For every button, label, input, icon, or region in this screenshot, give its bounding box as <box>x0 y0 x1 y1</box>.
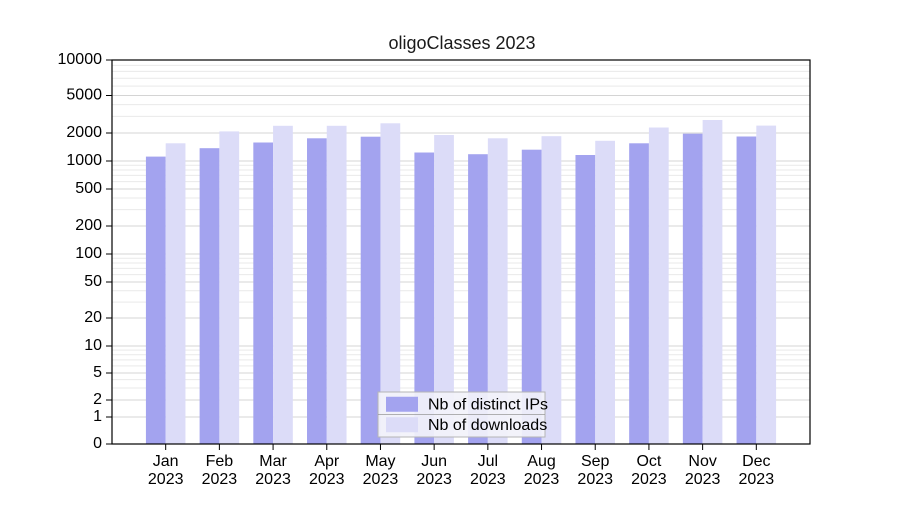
svg-text:10000: 10000 <box>58 51 103 68</box>
svg-text:10: 10 <box>84 337 102 354</box>
svg-text:Jun: Jun <box>421 453 447 470</box>
svg-text:Nov: Nov <box>688 453 716 470</box>
svg-text:2023: 2023 <box>631 471 667 488</box>
svg-text:Apr: Apr <box>314 453 340 470</box>
svg-text:2023: 2023 <box>202 471 238 488</box>
svg-text:Jan: Jan <box>153 453 179 470</box>
svg-text:Dec: Dec <box>742 453 770 470</box>
svg-text:Oct: Oct <box>636 453 661 470</box>
svg-text:5: 5 <box>93 364 102 381</box>
svg-text:2023: 2023 <box>255 471 291 488</box>
svg-text:1000: 1000 <box>66 152 102 169</box>
svg-text:100: 100 <box>75 245 102 262</box>
svg-text:2023: 2023 <box>685 471 721 488</box>
svg-text:May: May <box>365 453 395 470</box>
svg-text:Jul: Jul <box>478 453 498 470</box>
svg-text:Mar: Mar <box>259 453 287 470</box>
svg-text:Aug: Aug <box>527 453 555 470</box>
svg-text:2000: 2000 <box>66 124 102 141</box>
svg-text:2023: 2023 <box>148 471 184 488</box>
svg-text:200: 200 <box>75 217 102 234</box>
svg-text:50: 50 <box>84 273 102 290</box>
svg-text:2023: 2023 <box>524 471 560 488</box>
svg-text:Feb: Feb <box>206 453 234 470</box>
svg-text:2023: 2023 <box>739 471 775 488</box>
svg-text:1: 1 <box>93 408 102 425</box>
svg-text:2: 2 <box>93 391 102 408</box>
svg-text:Sep: Sep <box>581 453 610 470</box>
svg-text:2023: 2023 <box>309 471 345 488</box>
svg-text:2023: 2023 <box>470 471 506 488</box>
svg-text:20: 20 <box>84 309 102 326</box>
svg-text:2023: 2023 <box>363 471 399 488</box>
svg-text:5000: 5000 <box>66 87 102 104</box>
svg-text:2023: 2023 <box>577 471 613 488</box>
svg-text:Nb of distinct IPs: Nb of distinct IPs <box>428 396 548 413</box>
svg-text:0: 0 <box>93 435 102 452</box>
svg-text:Nb of downloads: Nb of downloads <box>428 417 547 434</box>
svg-text:500: 500 <box>75 180 102 197</box>
svg-text:2023: 2023 <box>416 471 452 488</box>
